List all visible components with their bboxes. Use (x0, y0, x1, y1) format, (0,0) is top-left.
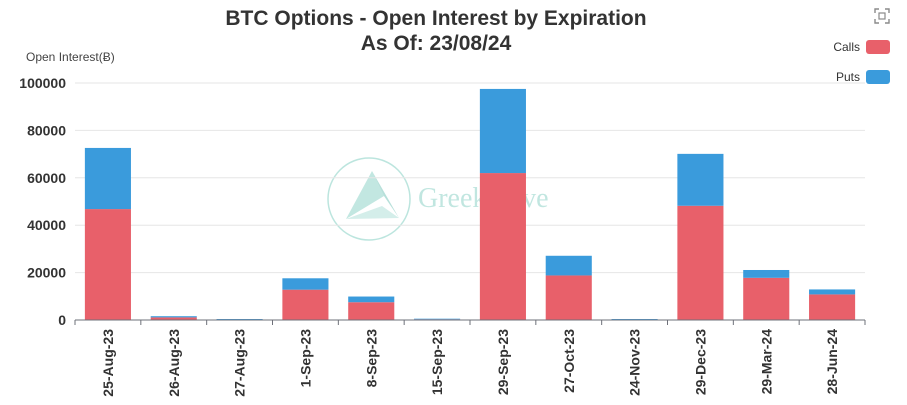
bar-calls-28-jun-24[interactable] (809, 294, 856, 320)
greekslive-logo-icon (327, 157, 411, 241)
legend-label-puts: Puts (836, 70, 860, 84)
x-tick-label: 28-Jun-24 (824, 329, 840, 395)
bar-calls-27-oct-23[interactable] (545, 275, 592, 320)
bar-puts-1-sep-23[interactable] (282, 278, 329, 290)
bar-puts-25-aug-23[interactable] (84, 147, 131, 210)
bar-puts-29-sep-23[interactable] (479, 88, 526, 174)
bar-puts-29-dec-23[interactable] (677, 153, 724, 206)
chart-subtitle: As Of: 23/08/24 (361, 32, 512, 55)
y-tick-label: 0 (58, 312, 66, 328)
y-tick-label: 100000 (19, 75, 66, 91)
x-tick-label: 8-Sep-23 (363, 329, 379, 388)
x-axis (74, 319, 866, 325)
x-tick-label: 29-Mar-24 (758, 329, 774, 395)
y-tick-label: 80000 (27, 122, 66, 138)
legend-label-calls: Calls (833, 40, 860, 54)
bar-puts-27-oct-23[interactable] (545, 255, 592, 276)
fullscreen-icon[interactable] (874, 8, 890, 24)
bar-puts-27-aug-23[interactable] (216, 319, 263, 320)
watermark: GreeksLive (327, 157, 549, 241)
y-tick-label: 60000 (27, 170, 66, 186)
x-tick-label: 1-Sep-23 (297, 329, 313, 388)
y-tick-label: 40000 (27, 217, 66, 233)
x-tick-label: 26-Aug-23 (166, 329, 182, 397)
y-tick-label: 20000 (27, 265, 66, 281)
bar-puts-24-nov-23[interactable] (611, 319, 658, 320)
x-tick-label: 25-Aug-23 (100, 329, 116, 397)
x-axis-ticks: 25-Aug-23 26-Aug-23 27-Aug-23 1-Sep-23 8-Sep… (100, 329, 840, 397)
bar-puts-29-mar-24[interactable] (743, 269, 790, 278)
x-tick-label: 29-Dec-23 (692, 329, 708, 395)
bars (84, 88, 856, 320)
bar-calls-8-sep-23[interactable] (348, 302, 395, 320)
bar-calls-29-mar-24[interactable] (743, 277, 790, 320)
legend: Calls Puts (833, 40, 890, 84)
bar-calls-1-sep-23[interactable] (282, 289, 329, 320)
bar-calls-26-aug-23[interactable] (150, 317, 197, 320)
chart-title: BTC Options - Open Interest by Expiratio… (225, 7, 646, 30)
grid-lines (75, 82, 865, 274)
bar-puts-28-jun-24[interactable] (809, 289, 856, 295)
x-tick-label: 29-Sep-23 (495, 329, 511, 395)
x-tick-label: 15-Sep-23 (429, 329, 445, 395)
legend-swatch-puts[interactable] (866, 70, 890, 84)
bar-puts-8-sep-23[interactable] (348, 296, 395, 303)
y-axis-ticks: 0 20000 40000 60000 80000 100000 (19, 75, 66, 328)
bar-puts-15-sep-23[interactable] (414, 318, 461, 320)
y-axis-label: Open Interest(Ƀ) (26, 50, 115, 64)
bar-puts-26-aug-23[interactable] (150, 316, 197, 318)
bar-calls-25-aug-23[interactable] (84, 209, 131, 320)
x-tick-label: 27-Oct-23 (561, 329, 577, 393)
bar-calls-29-sep-23[interactable] (479, 173, 526, 320)
x-tick-label: 24-Nov-23 (627, 329, 643, 396)
legend-swatch-calls[interactable] (866, 40, 890, 54)
x-tick-label: 27-Aug-23 (232, 329, 248, 397)
bar-calls-29-dec-23[interactable] (677, 205, 724, 320)
